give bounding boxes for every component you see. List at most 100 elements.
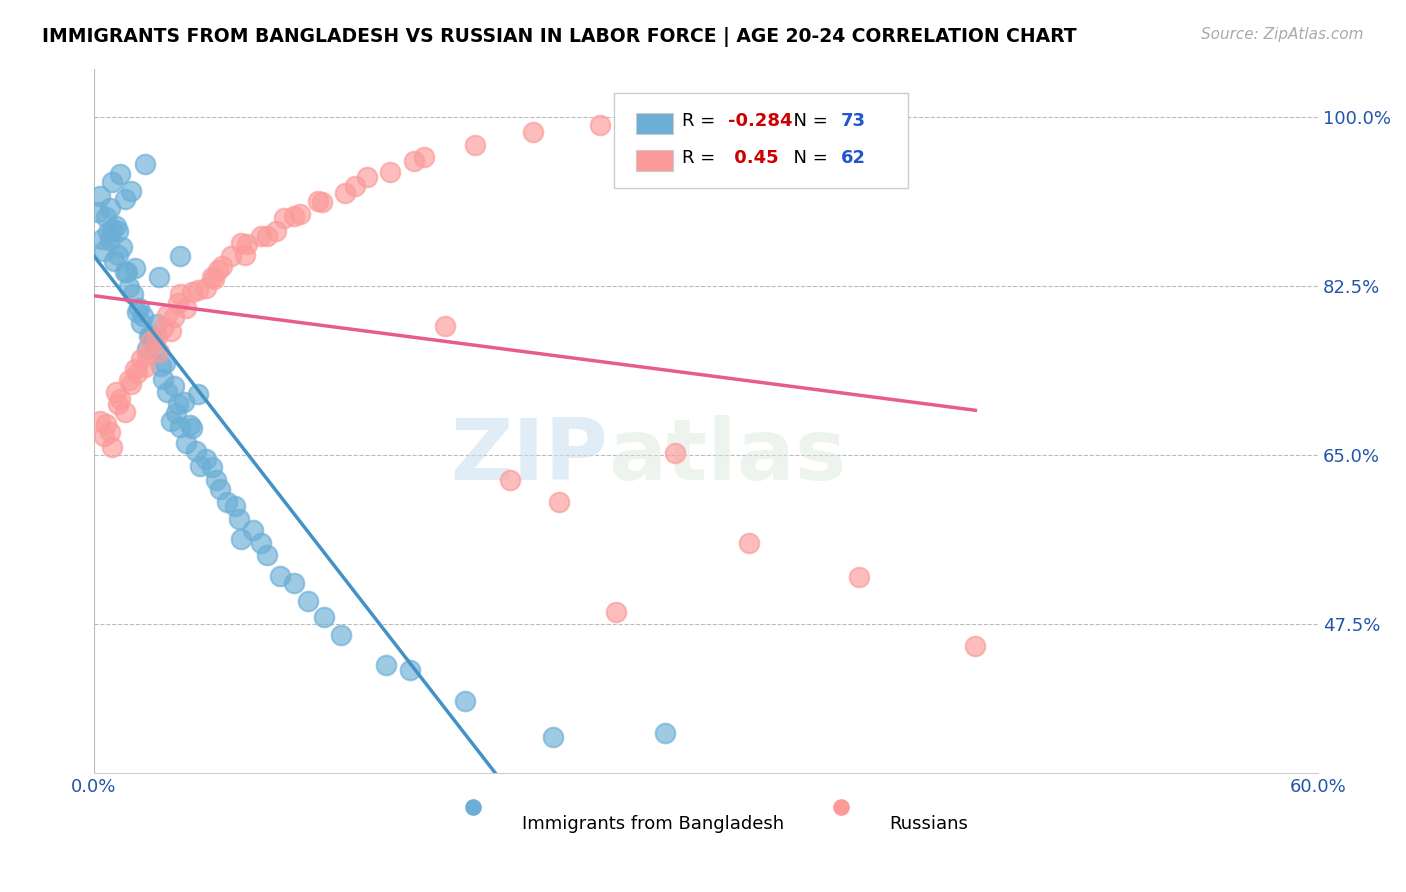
Text: Russians: Russians [890,815,969,833]
Point [965,639,987,653]
Point [333,186,356,200]
Point [101,221,124,235]
Text: Immigrants from Bangladesh: Immigrants from Bangladesh [523,815,785,833]
Point [139,329,162,343]
Point [454,694,477,708]
Point [283,576,305,591]
Point [242,523,264,537]
Point [219,249,242,263]
Point [202,272,225,286]
Point [156,308,179,322]
Point [124,261,146,276]
Point [107,397,129,411]
Point [179,417,201,432]
Point [205,473,228,487]
Point [165,406,187,420]
Point [93,244,115,258]
Point [195,452,218,467]
Point [87,205,110,219]
Point [499,473,522,487]
Point [120,377,142,392]
Point [378,165,401,179]
Point [129,352,152,367]
Point [311,194,333,209]
Point [174,436,197,450]
Point [399,663,422,677]
Text: 0.45: 0.45 [728,149,779,167]
Point [207,263,229,277]
Point [148,345,170,359]
Point [110,167,132,181]
Point [256,228,278,243]
Point [233,248,256,262]
Point [129,317,152,331]
Point [201,270,224,285]
Point [152,321,174,335]
Point [174,301,197,315]
Point [180,420,202,434]
Point [169,419,191,434]
Point [228,512,250,526]
Point [89,189,111,203]
Point [160,414,183,428]
Point [101,176,124,190]
Point [97,225,120,239]
Text: N =: N = [782,112,834,130]
Point [107,248,129,262]
Point [156,384,179,399]
Point [101,440,124,454]
Point [356,169,378,184]
Point [256,548,278,562]
Point [134,157,156,171]
Text: N =: N = [782,149,834,167]
Point [134,359,156,374]
Point [195,280,218,294]
Point [283,209,305,223]
Point [250,536,273,550]
Point [605,605,627,619]
Point [142,334,165,348]
Point [93,429,115,443]
Text: -0.284: -0.284 [728,112,793,130]
Point [654,725,676,739]
Point [297,594,319,608]
Point [139,334,162,348]
Point [152,372,174,386]
Point [464,137,486,152]
Point [121,287,143,301]
Text: R =: R = [682,149,720,167]
Point [187,387,209,401]
Point [264,224,287,238]
Point [98,425,121,440]
Point [273,211,295,226]
Text: R =: R = [682,112,720,130]
Point [136,343,159,357]
Point [117,279,139,293]
Point [115,265,138,279]
Point [96,417,118,431]
FancyBboxPatch shape [614,93,908,188]
Point [541,730,564,744]
Point [111,240,134,254]
Bar [637,150,673,170]
Bar [637,113,673,134]
Point [128,301,150,315]
Point [589,118,612,132]
Point [404,154,426,169]
Point [89,414,111,428]
Point [229,532,252,546]
Point [105,384,128,399]
Point [150,359,173,373]
Point [269,569,291,583]
Point [125,305,148,319]
Point [136,347,159,361]
Point [114,265,136,279]
Point [166,397,188,411]
Point [187,283,209,297]
Point [96,210,118,224]
Point [162,379,184,393]
Point [215,495,238,509]
Point [374,658,396,673]
Point [188,459,211,474]
Point [146,330,169,344]
